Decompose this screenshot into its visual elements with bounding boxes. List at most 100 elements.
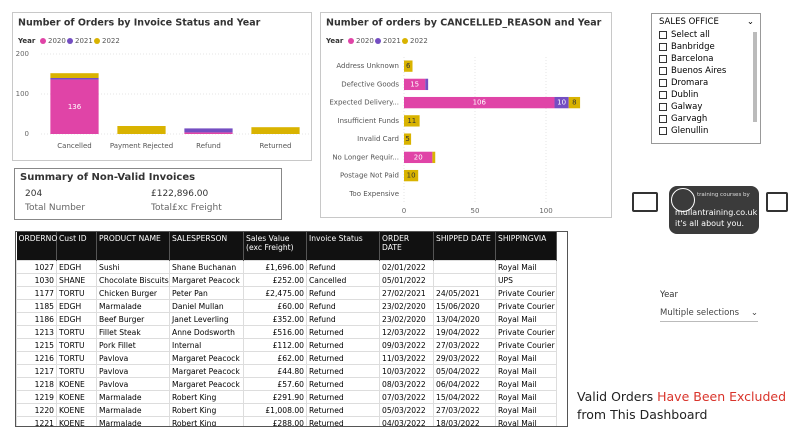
table-cell: Fillet Steak — [96, 325, 170, 339]
slicer-item[interactable]: Barcelona — [659, 53, 760, 65]
table-cell: Royal Mail — [495, 403, 557, 417]
table-cell: 05/01/2022 — [379, 273, 434, 287]
table-cell: TORTU — [56, 325, 97, 339]
table-cell: £2,475.00 — [243, 286, 307, 300]
slicer-item[interactable]: Glenullin — [659, 125, 760, 137]
table-cell: Returned — [306, 325, 380, 339]
bar-segment — [404, 151, 433, 164]
logo-brand: mullantraining.co.uk — [675, 208, 758, 217]
table-cell: 18/03/2022 — [433, 416, 496, 426]
note-text: from This Dashboard — [577, 407, 708, 422]
bar-segment — [404, 78, 426, 91]
table-cell: Chicken Burger — [96, 286, 170, 300]
slicer-item-label: Dublin — [671, 90, 699, 100]
bar-segment — [117, 126, 166, 134]
table-cell: TORTU — [56, 338, 97, 352]
table-cell: Chocolate Biscuits — [96, 273, 170, 287]
bar-segment — [184, 132, 233, 134]
x-tick-label: 50 — [471, 207, 480, 215]
x-tick-label: 100 — [539, 207, 552, 215]
card-label: Total£xc Freight — [151, 203, 222, 213]
table-cell: Royal Mail — [495, 390, 557, 404]
slicer-item[interactable]: Garvagh — [659, 113, 760, 125]
table-body: 1027 EDGH Sushi Shane Buchanan £1,696.00 Refu… — [16, 260, 557, 426]
table-cell: Refund — [306, 260, 380, 274]
legend-label: 2021 — [75, 37, 93, 45]
table-cell: EDGH — [56, 299, 97, 313]
category-label: Too Expensive — [348, 190, 399, 198]
orders-table: ORDERNO Cust ID PRODUCT NAME SALESPERSON Sal… — [15, 231, 568, 427]
table-row: 1217 TORTU Pavlova Margaret Peacock £44.80 Re… — [16, 364, 557, 378]
y-tick-label: 200 — [16, 50, 29, 58]
checkbox — [659, 79, 667, 87]
table-cell: KOENE — [56, 390, 97, 404]
chevron[interactable]: ⌄ — [746, 17, 754, 27]
card-label: Total Number — [25, 203, 86, 213]
bar-segment — [404, 96, 555, 109]
slicer-item[interactable]: Buenos Aires — [659, 65, 760, 77]
table-cell: EDGH — [56, 260, 97, 274]
data-label: 11 — [407, 117, 416, 125]
legend-marker — [375, 38, 381, 44]
column-header: ORDERNO — [16, 232, 57, 261]
bar-segment — [50, 79, 99, 134]
legend-label: 2022 — [102, 37, 120, 45]
table-cell: Refund — [306, 299, 380, 313]
dropdown-value: Multiple selections — [660, 308, 740, 318]
table-cell: 05/03/2022 — [379, 403, 434, 417]
table-cell: 1217 — [16, 364, 57, 378]
table-cell: 27/03/2022 — [433, 403, 496, 417]
table-cell: Royal Mail — [495, 364, 557, 378]
table-cell: 29/03/2022 — [433, 351, 496, 365]
table-cell: Returned — [306, 390, 380, 404]
table-cell: Daniel Mullan — [169, 299, 244, 313]
table-cell: 19/04/2022 — [433, 325, 496, 339]
scrollbar[interactable] — [753, 32, 757, 122]
bar-segment — [251, 127, 300, 134]
table-cell: 08/03/2022 — [379, 377, 434, 391]
category-label: Invalid Card — [357, 135, 399, 143]
category-label: Defective Goods — [341, 80, 399, 88]
bar-segment — [50, 78, 99, 80]
checkbox — [659, 31, 667, 39]
year-dropdown[interactable]: Multiple selections ⌄ — [660, 305, 758, 322]
column-header: SALESPERSON — [169, 232, 244, 261]
slicer-item[interactable]: Galway — [659, 101, 760, 113]
checkbox — [659, 55, 667, 63]
table-cell: Sushi — [96, 260, 170, 274]
slicer-item-label: Banbridge — [671, 42, 715, 52]
classroom-icon — [766, 192, 788, 212]
data-label: 10 — [557, 99, 566, 107]
summary-card: Summary of Non-Valid Invoices 204 Total … — [14, 168, 282, 220]
table-cell: 12/03/2022 — [379, 325, 434, 339]
y-tick-label: 100 — [16, 90, 29, 98]
slicer-item[interactable]: Dromara — [659, 77, 760, 89]
slicer-item[interactable]: Banbridge — [659, 41, 760, 53]
legend-marker — [402, 38, 408, 44]
table-cell: 1213 — [16, 325, 57, 339]
table-cell: £57.60 — [243, 377, 307, 391]
table-cell: £44.80 — [243, 364, 307, 378]
checkbox — [659, 43, 667, 51]
bar-segment — [432, 151, 436, 164]
note-text: Valid Orders — [577, 389, 654, 404]
table-cell: Pavlova — [96, 377, 170, 391]
table-cell: Peter Pan — [169, 286, 244, 300]
table-cell: 13/04/2020 — [433, 312, 496, 326]
table-cell: Pork Fillet — [96, 338, 170, 352]
slicer-item[interactable]: Dublin — [659, 89, 760, 101]
table-cell: KOENE — [56, 403, 97, 417]
table-cell: 27/03/2022 — [433, 338, 496, 352]
checkbox — [659, 103, 667, 111]
table-cell: 1027 — [16, 260, 57, 274]
table-cell: £62.00 — [243, 351, 307, 365]
legend-label: 2022 — [410, 37, 428, 45]
bar-segment — [404, 60, 413, 72]
category-label: No Longer Requir... — [332, 153, 399, 161]
table-cell: Marmalade — [96, 403, 170, 417]
chart-panel: Number of orders by CANCELLED_REASON and… — [320, 12, 612, 218]
slicer-item[interactable]: Select all — [659, 29, 760, 41]
checkbox — [659, 115, 667, 123]
table-cell: Returned — [306, 416, 380, 426]
